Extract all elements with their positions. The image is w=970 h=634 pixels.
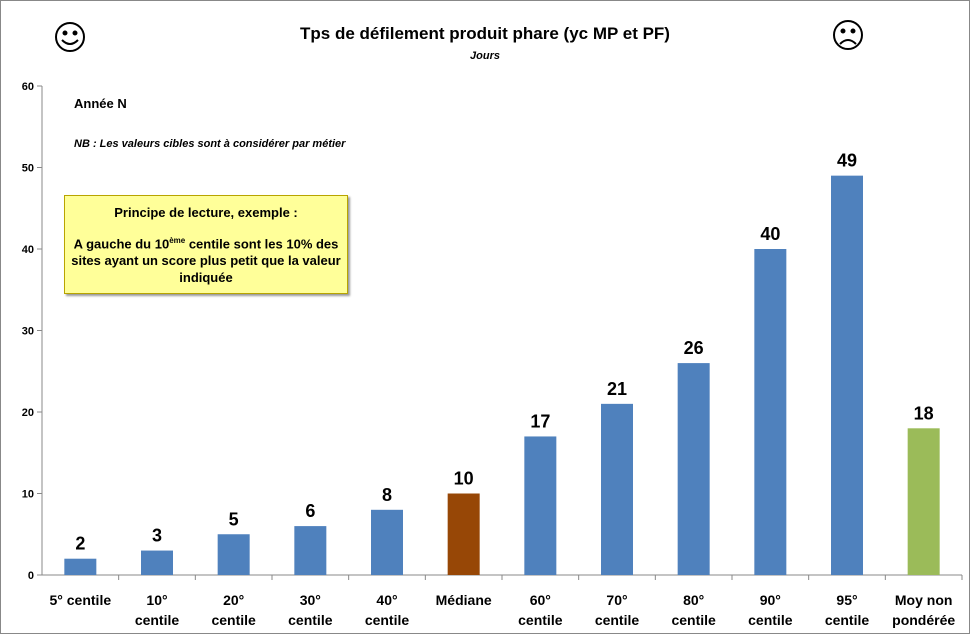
bar — [294, 526, 327, 575]
data-label: 40 — [760, 224, 780, 244]
bar — [677, 363, 710, 575]
bar — [447, 493, 480, 575]
data-label: 10 — [454, 469, 474, 489]
box-text-part: centile sont les 10% des sites ayant un … — [71, 236, 341, 286]
chart-title: Tps de défilement produit phare (yc MP e… — [300, 24, 670, 43]
bar — [524, 436, 557, 575]
bar — [371, 509, 403, 575]
sad-face — [833, 20, 863, 50]
annotation: Année N — [74, 96, 127, 111]
data-label: 26 — [684, 338, 704, 358]
data-label: 5 — [229, 509, 239, 529]
box-text: A gauche du 10ème centile sont les 10% d… — [65, 232, 347, 286]
x-tick-label: 95° centile — [824, 592, 870, 628]
bar — [64, 558, 97, 575]
x-tick-label: 90° centile — [748, 592, 793, 628]
data-label: 49 — [837, 151, 857, 171]
bar — [754, 249, 787, 575]
x-tick-label: 20° centile — [211, 592, 256, 628]
data-label: 21 — [607, 379, 627, 399]
data-label: 6 — [305, 501, 315, 521]
happy-face — [55, 22, 85, 52]
x-tick-label: 10° centile — [134, 592, 180, 628]
bar — [141, 550, 173, 575]
box-title: Principe de lecture, exemple : — [114, 205, 298, 220]
data-label: 2 — [75, 534, 85, 554]
x-tick-label: 30° centile — [288, 592, 333, 628]
x-tick-label: 70° centile — [594, 592, 640, 628]
x-tick-label: 60° centile — [518, 592, 563, 628]
y-tick-label: 60 — [22, 81, 34, 93]
data-label: 18 — [914, 403, 934, 423]
y-tick-label: 40 — [22, 244, 34, 256]
x-tick-label: 80° centile — [671, 592, 716, 628]
y-tick-label: 20 — [22, 407, 34, 419]
x-tick-label: 5° centile — [49, 592, 112, 608]
box-text-sup: ème — [169, 236, 186, 245]
data-label: 17 — [530, 411, 550, 431]
box-text-part: A gauche du 10 — [73, 236, 170, 252]
y-tick-label: 0 — [28, 570, 34, 582]
bar — [601, 403, 633, 575]
x-tick-label: Médiane — [435, 592, 492, 608]
x-tick-label: 40° centile — [364, 592, 410, 628]
data-label: 8 — [382, 485, 392, 505]
x-tick-label: Moy non pondérée — [892, 592, 956, 628]
data-label: 3 — [152, 526, 162, 546]
bar — [831, 175, 863, 575]
note: NB : Les valeurs cibles sont à considére… — [74, 138, 386, 156]
bar — [217, 534, 250, 575]
y-tick-label: 10 — [22, 489, 34, 501]
chart-subtitle: Jours — [470, 50, 500, 62]
y-tick-label: 50 — [22, 163, 34, 175]
y-tick-label: 30 — [22, 326, 34, 338]
bar — [907, 428, 940, 575]
reading-box: Principe de lecture, exemple : A gauche … — [64, 195, 348, 294]
